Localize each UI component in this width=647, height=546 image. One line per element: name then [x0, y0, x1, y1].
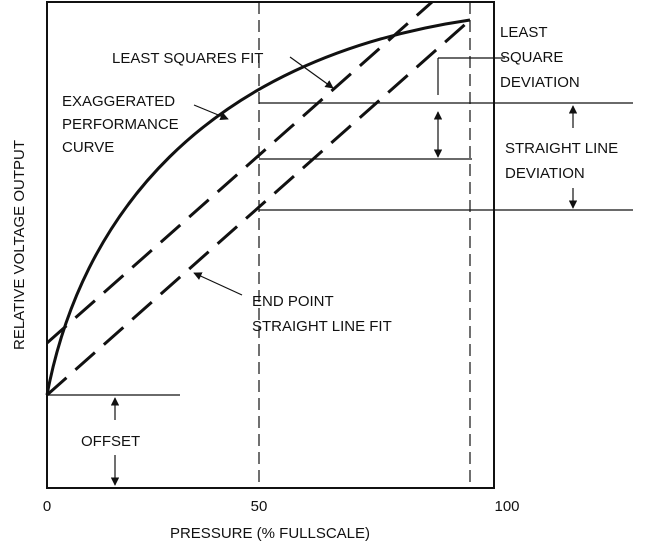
label-least-square-dev-1: LEAST: [500, 24, 548, 41]
least-squares-leader: [289, 56, 334, 89]
label-straight-line-dev-2: DEVIATION: [505, 165, 585, 182]
label-end-point-2: STRAIGHT LINE FIT: [252, 318, 392, 335]
end-point-leader: [193, 272, 243, 296]
least-squares-fit-line: [46, 0, 433, 345]
label-least-square-dev-3: DEVIATION: [500, 74, 580, 91]
label-exaggerated-1: EXAGGERATED: [62, 93, 175, 110]
end-point-fit-line: [46, 18, 471, 397]
x-tick-0: 0: [43, 498, 51, 515]
label-exaggerated-2: PERFORMANCE: [62, 116, 179, 133]
label-least-square-dev-2: SQUARE: [500, 49, 563, 66]
label-least-squares-fit: LEAST SQUARES FIT: [112, 50, 263, 67]
performance-curve: [45, 18, 471, 396]
label-straight-line-dev-1: STRAIGHT LINE: [505, 140, 618, 157]
x-axis-title: PRESSURE (% FULLSCALE): [170, 525, 370, 542]
x-tick-100: 100: [494, 498, 519, 515]
label-offset: OFFSET: [81, 433, 140, 450]
label-end-point-1: END POINT: [252, 293, 334, 310]
exaggerated-leader: [193, 104, 229, 121]
y-axis-title: RELATIVE VOLTAGE OUTPUT: [11, 140, 28, 350]
label-exaggerated-3: CURVE: [62, 139, 114, 156]
x-tick-50: 50: [251, 498, 268, 515]
plot-frame: [46, 1, 495, 489]
